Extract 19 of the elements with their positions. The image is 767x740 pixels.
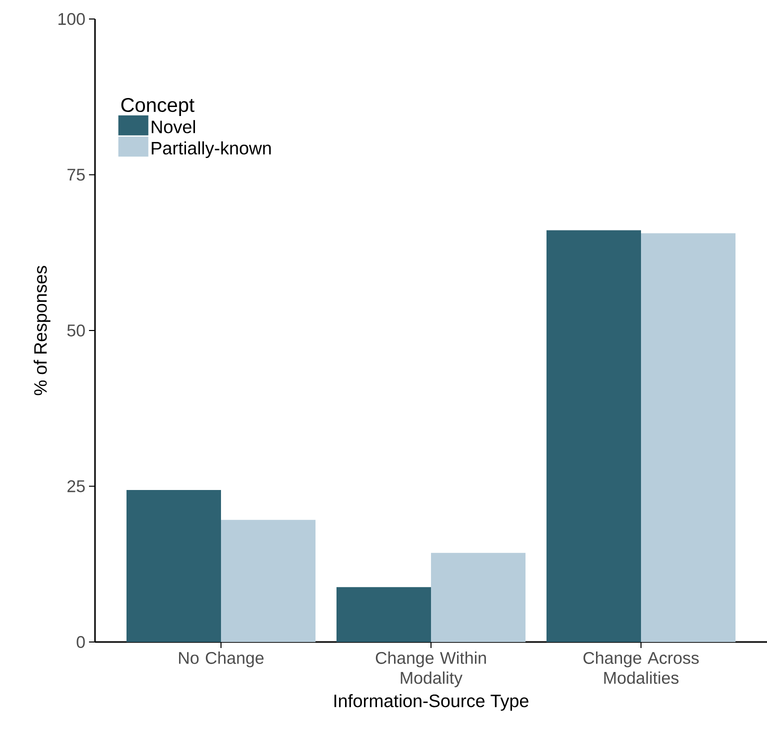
x-tick-label: No Change [179,652,264,668]
y-tick-label: 25 [68,480,85,492]
y-tick-label: 100 [58,12,85,25]
x-axis-title: Information-Source Type [334,694,528,711]
y-tick-label: 50 [67,324,85,336]
x-tick-label: Change Within Modality [376,652,486,688]
legend-label: Novel [152,120,195,134]
bar [546,230,642,642]
y-axis-title: % of Responses [34,266,50,396]
bar [126,490,221,642]
bar [221,520,316,642]
x-tick-label: Change Across Modalities [583,652,699,684]
bar [641,233,736,642]
y-tick-label: 75 [68,168,85,181]
y-tick-label: 0 [76,636,85,648]
legend-title: Concept [121,98,194,116]
legend-label: Partially-known [152,141,271,158]
bar [336,587,432,642]
bar [431,552,526,642]
